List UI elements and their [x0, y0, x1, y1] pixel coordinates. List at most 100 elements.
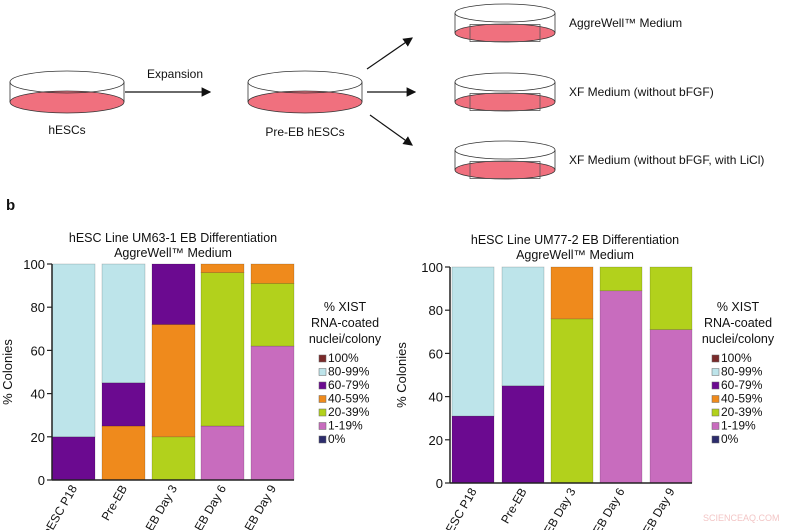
y-axis-label: % Colonies — [0, 339, 15, 405]
legend-title: RNA-coated — [704, 316, 772, 330]
bar-segment — [501, 266, 545, 387]
legend-swatch — [711, 408, 720, 417]
condition-label: XF Medium (without bFGF, with LiCl) — [569, 153, 764, 167]
x-tick-label: EB Day 3 — [541, 485, 579, 530]
legend-title: % XIST — [324, 300, 367, 314]
legend-label: 20-39% — [328, 405, 370, 419]
legend-swatch — [711, 435, 720, 444]
label-expansion: Expansion — [147, 67, 203, 81]
dish-rim — [9, 70, 125, 94]
label-pre-eb: Pre-EB hESCs — [265, 125, 344, 139]
chart-subtitle: AggreWell™ Medium — [114, 246, 232, 260]
x-tick-label: Pre-EB — [498, 486, 529, 527]
y-tick-label: 60 — [429, 346, 443, 361]
x-tick-label: Pre-EB — [99, 483, 130, 524]
x-tick-label: EB Day 9 — [640, 485, 678, 530]
x-tick-label: hESC P18 — [40, 482, 80, 530]
legend-label: 0% — [721, 432, 739, 446]
bar-segment — [451, 415, 495, 484]
y-tick-label: 20 — [31, 430, 45, 445]
legend-label: 0% — [328, 432, 346, 446]
bar-segment — [250, 345, 295, 481]
y-tick-label: 20 — [429, 433, 443, 448]
y-tick-label: 40 — [31, 387, 45, 402]
bar-segment — [599, 290, 643, 484]
legend-swatch — [318, 395, 327, 403]
bar-segment — [550, 318, 594, 484]
legend-swatch — [318, 368, 327, 376]
legend-swatch — [318, 354, 327, 363]
arrow-to-aggrewell — [366, 37, 413, 70]
chart-title: hESC Line UM77-2 EB Differentiation — [471, 233, 679, 247]
legend-label: 100% — [721, 351, 752, 365]
dish-condition — [454, 72, 556, 112]
dish-insert — [469, 93, 541, 111]
bar-segment — [200, 425, 245, 481]
legend-swatch — [318, 422, 327, 430]
legend-swatch — [711, 381, 720, 390]
x-tick-label: hESC P18 — [439, 485, 479, 530]
y-tick-label: 100 — [421, 260, 443, 275]
legend-label: 40-59% — [721, 392, 763, 406]
bar-segment — [649, 329, 693, 484]
legend-swatch — [318, 435, 327, 444]
condition-label: XF Medium (without bFGF) — [569, 85, 714, 99]
legend-label: 1-19% — [328, 419, 363, 433]
condition-label: AggreWell™ Medium — [569, 16, 682, 30]
legend-swatch — [711, 395, 720, 403]
y-tick-label: 0 — [436, 476, 443, 491]
dish-pre-eb — [247, 70, 363, 114]
bar-segment — [151, 436, 196, 481]
chart-1: hESC Line UM63-1 EB DifferentiationAggre… — [0, 231, 382, 530]
bar-segment — [200, 272, 245, 427]
y-tick-label: 80 — [429, 303, 443, 318]
dish-rim — [454, 3, 556, 23]
dish-condition — [454, 140, 556, 180]
legend-swatch — [711, 422, 720, 430]
x-tick-label: EB Day 9 — [242, 482, 280, 530]
bar-segment — [101, 263, 146, 384]
bar-segment — [51, 263, 96, 438]
y-tick-label: 40 — [429, 390, 443, 405]
panel-label: b — [6, 197, 15, 214]
bar-segment — [101, 425, 146, 481]
arrow-to-xf-licl — [369, 114, 413, 146]
chart-title: hESC Line UM63-1 EB Differentiation — [69, 231, 277, 245]
bar-segment — [51, 436, 96, 481]
dish-medium — [247, 90, 363, 114]
bar-segment — [451, 266, 495, 417]
bar-segment — [200, 263, 245, 273]
y-tick-label: 60 — [31, 343, 45, 358]
legend-label: 60-79% — [721, 378, 763, 392]
bar-segment — [101, 382, 146, 427]
legend-swatch — [711, 354, 720, 363]
dish-rim — [247, 70, 363, 94]
chart-subtitle: AggreWell™ Medium — [516, 248, 634, 262]
dish-condition — [454, 3, 556, 43]
legend-label: 40-59% — [328, 392, 370, 406]
legend-swatch — [711, 368, 720, 376]
chart-2: hESC Line UM77-2 EB DifferentiationAggre… — [394, 233, 775, 530]
legend-title: RNA-coated — [311, 316, 379, 330]
bar-segment — [250, 283, 295, 347]
bar-segment — [599, 266, 643, 292]
dish-medium — [9, 90, 125, 114]
y-tick-label: 100 — [23, 257, 45, 272]
dish-rim — [454, 72, 556, 92]
x-tick-label: EB Day 6 — [590, 485, 628, 530]
bar-segment — [151, 324, 196, 438]
y-tick-label: 0 — [38, 473, 45, 488]
dish-hescs — [9, 70, 125, 114]
y-tick-label: 80 — [31, 300, 45, 315]
legend-title: % XIST — [717, 300, 760, 314]
label-hescs: hESCs — [48, 123, 85, 137]
legend-label: 20-39% — [721, 405, 763, 419]
dish-insert — [469, 161, 541, 179]
bar-segment — [550, 266, 594, 320]
bar-segment — [151, 263, 196, 325]
legend-label: 60-79% — [328, 378, 370, 392]
legend-label: 1-19% — [721, 419, 756, 433]
legend-title: nuclei/colony — [702, 332, 775, 346]
bar-segment — [501, 385, 545, 484]
